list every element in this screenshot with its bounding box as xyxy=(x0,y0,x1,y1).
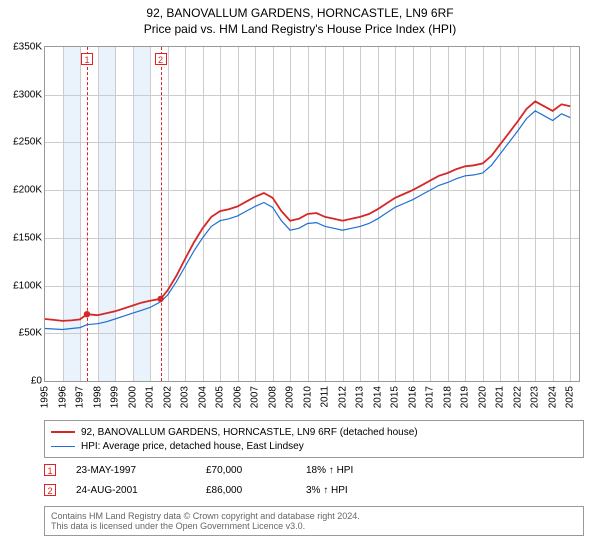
x-tick-label: 2015 xyxy=(390,386,401,408)
sales-row-delta: 18% ↑ HPI xyxy=(306,465,386,476)
sale-marker-box: 2 xyxy=(155,53,167,65)
legend-swatch xyxy=(51,431,75,433)
x-tick-label: 2001 xyxy=(145,386,156,408)
x-tick-label: 2022 xyxy=(512,386,523,408)
x-tick-label: 1995 xyxy=(40,386,51,408)
x-tick-label: 2025 xyxy=(565,386,576,408)
sales-row: 1 23-MAY-1997 £70,000 18% ↑ HPI xyxy=(44,460,584,480)
x-tick-label: 2024 xyxy=(547,386,558,408)
sales-row-delta: 3% ↑ HPI xyxy=(306,485,386,496)
line-series-svg xyxy=(45,47,579,381)
x-tick-label: 2004 xyxy=(197,386,208,408)
sale-marker-dot xyxy=(84,311,90,317)
x-tick-label: 2000 xyxy=(127,386,138,408)
legend-row: 92, BANOVALLUM GARDENS, HORNCASTLE, LN9 … xyxy=(51,425,577,439)
sales-row-marker: 1 xyxy=(44,464,56,476)
x-tick-label: 2010 xyxy=(302,386,313,408)
x-tick-label: 1997 xyxy=(75,386,86,408)
series-hpi xyxy=(45,111,570,330)
y-tick-label: £100K xyxy=(2,280,42,291)
x-tick-label: 1998 xyxy=(92,386,103,408)
x-tick-label: 2003 xyxy=(180,386,191,408)
x-tick-label: 2021 xyxy=(495,386,506,408)
x-tick-label: 2012 xyxy=(337,386,348,408)
x-tick-label: 2023 xyxy=(530,386,541,408)
x-tick-label: 2008 xyxy=(267,386,278,408)
footer-line-2: This data is licensed under the Open Gov… xyxy=(51,521,577,531)
title-main: 92, BANOVALLUM GARDENS, HORNCASTLE, LN9 … xyxy=(0,6,600,20)
y-tick-label: £350K xyxy=(2,42,42,53)
x-tick-label: 2017 xyxy=(425,386,436,408)
x-tick-label: 2013 xyxy=(355,386,366,408)
y-tick-label: £50K xyxy=(2,328,42,339)
legend: 92, BANOVALLUM GARDENS, HORNCASTLE, LN9 … xyxy=(44,420,584,458)
footer-line-1: Contains HM Land Registry data © Crown c… xyxy=(51,511,577,521)
x-tick-label: 2018 xyxy=(442,386,453,408)
legend-label: 92, BANOVALLUM GARDENS, HORNCASTLE, LN9 … xyxy=(81,427,418,438)
sale-marker-dot xyxy=(157,296,163,302)
sales-row-date: 23-MAY-1997 xyxy=(76,465,186,476)
plot-area: 12 xyxy=(44,46,580,382)
x-tick-label: 2014 xyxy=(372,386,383,408)
sales-row-date: 24-AUG-2001 xyxy=(76,485,186,496)
legend-swatch xyxy=(51,446,75,447)
x-tick-label: 2006 xyxy=(232,386,243,408)
sales-row: 2 24-AUG-2001 £86,000 3% ↑ HPI xyxy=(44,480,584,500)
x-tick-label: 2009 xyxy=(285,386,296,408)
series-subject xyxy=(45,101,570,321)
y-tick-label: £300K xyxy=(2,89,42,100)
title-sub: Price paid vs. HM Land Registry's House … xyxy=(0,22,600,36)
sales-table: 1 23-MAY-1997 £70,000 18% ↑ HPI 2 24-AUG-2001… xyxy=(44,460,584,500)
x-tick-label: 2016 xyxy=(407,386,418,408)
sales-row-price: £70,000 xyxy=(206,465,286,476)
x-tick-label: 2007 xyxy=(250,386,261,408)
y-tick-label: £250K xyxy=(2,137,42,148)
attribution-footer: Contains HM Land Registry data © Crown c… xyxy=(44,506,584,536)
legend-row: HPI: Average price, detached house, East… xyxy=(51,439,577,453)
x-tick-label: 2011 xyxy=(320,386,331,408)
x-tick-label: 2019 xyxy=(460,386,471,408)
title-block: 92, BANOVALLUM GARDENS, HORNCASTLE, LN9 … xyxy=(0,0,600,36)
y-tick-label: £200K xyxy=(2,185,42,196)
y-tick-label: £150K xyxy=(2,232,42,243)
x-tick-label: 2005 xyxy=(215,386,226,408)
legend-label: HPI: Average price, detached house, East… xyxy=(81,441,304,452)
x-tick-label: 1996 xyxy=(57,386,68,408)
sale-marker-box: 1 xyxy=(81,53,93,65)
sales-row-price: £86,000 xyxy=(206,485,286,496)
x-tick-label: 2002 xyxy=(162,386,173,408)
x-tick-label: 2020 xyxy=(477,386,488,408)
y-tick-label: £0 xyxy=(2,376,42,387)
chart-container: 92, BANOVALLUM GARDENS, HORNCASTLE, LN9 … xyxy=(0,0,600,560)
x-tick-label: 1999 xyxy=(110,386,121,408)
sales-row-marker: 2 xyxy=(44,484,56,496)
